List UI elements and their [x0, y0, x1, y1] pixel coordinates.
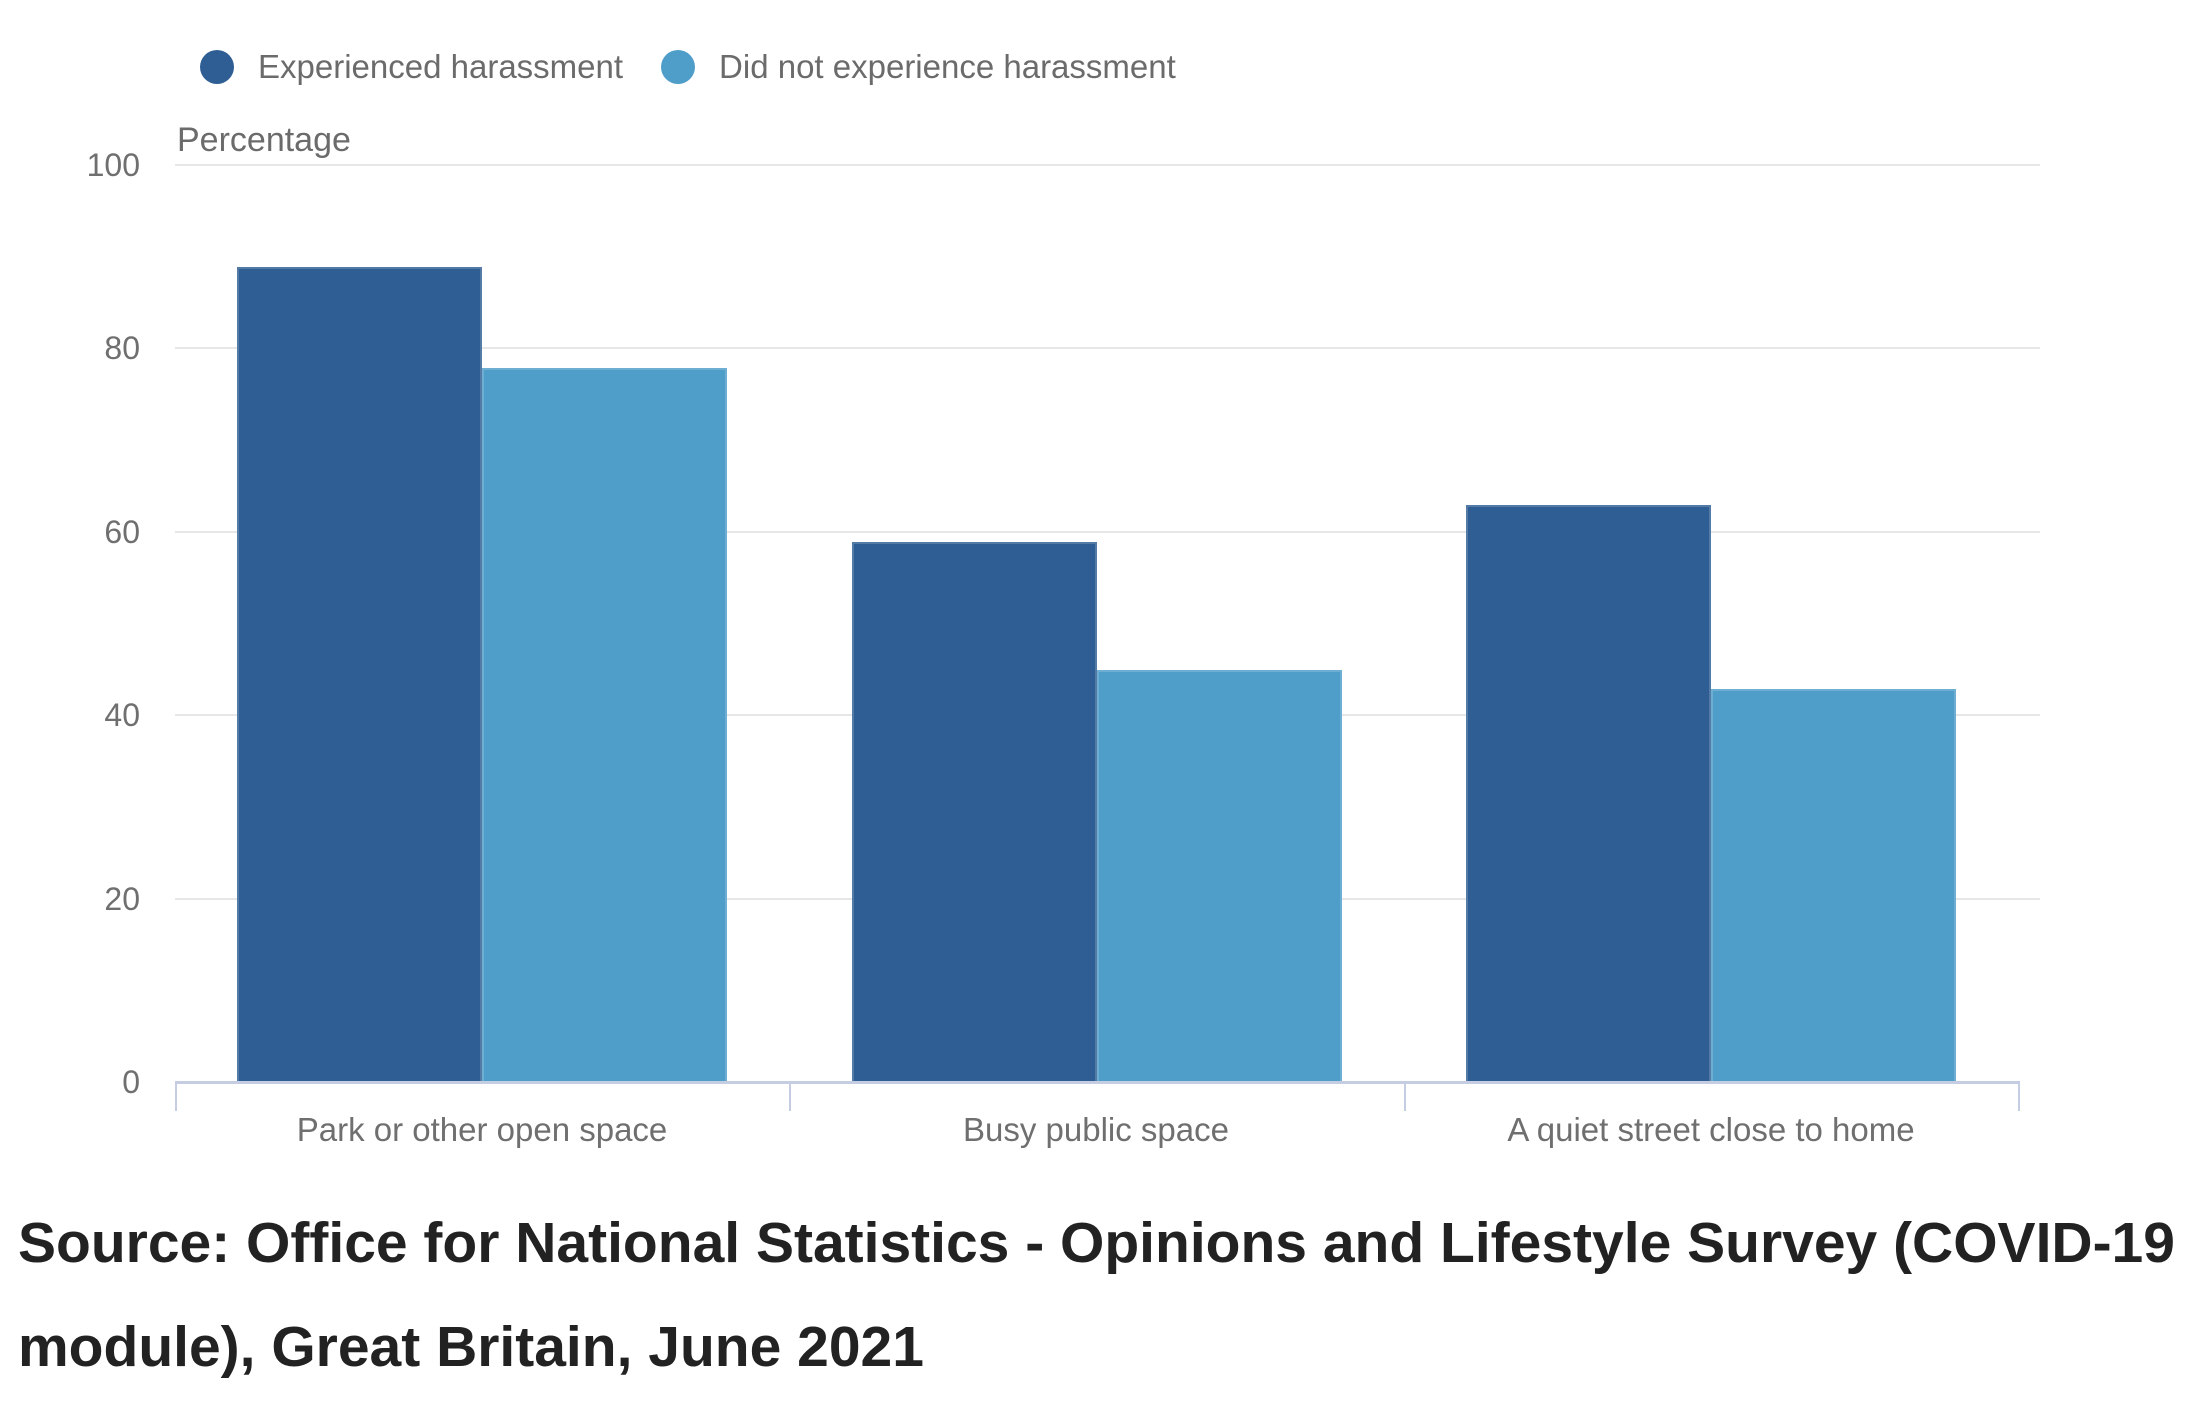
category-label: Busy public space [963, 1111, 1229, 1148]
x-axis-line [175, 1081, 2020, 1084]
legend-item: Did not experience harassment [661, 48, 1176, 86]
bar-did-not-experience [482, 368, 727, 1083]
legend-swatch-icon [661, 50, 696, 84]
legend-swatch-icon [200, 50, 234, 84]
x-axis-tick [1404, 1081, 1406, 1111]
bar-experienced [852, 542, 1097, 1083]
legend-label: Experienced harassment [258, 48, 624, 85]
y-tick-label: 0 [122, 1064, 140, 1100]
x-axis-tick [789, 1081, 791, 1111]
y-axis-title: Percentage [177, 121, 351, 159]
legend-item: Experienced harassment [200, 48, 623, 86]
y-tick-label: 60 [104, 514, 140, 550]
category-label: Park or other open space [296, 1111, 668, 1148]
x-axis-tick [175, 1081, 177, 1111]
bar-did-not-experience [1097, 670, 1342, 1083]
y-tick-label: 100 [86, 147, 140, 183]
bar-experienced [237, 267, 482, 1083]
source-note: Source: Office for National Statistics -… [18, 1211, 2175, 1379]
gridline [175, 531, 2040, 533]
gridline [175, 347, 2040, 349]
y-tick-label: 80 [104, 330, 140, 366]
gridline [175, 164, 2040, 166]
category-label: A quiet street close to home [1507, 1111, 1915, 1148]
x-axis-tick [2018, 1081, 2020, 1111]
bar-experienced [1466, 505, 1711, 1083]
legend: Experienced harassment Did not experience… [200, 48, 1176, 86]
legend-label: Did not experience harassment [719, 48, 1176, 85]
bar-did-not-experience [1711, 689, 1956, 1083]
y-tick-label: 20 [104, 881, 140, 917]
y-tick-label: 40 [104, 697, 140, 733]
